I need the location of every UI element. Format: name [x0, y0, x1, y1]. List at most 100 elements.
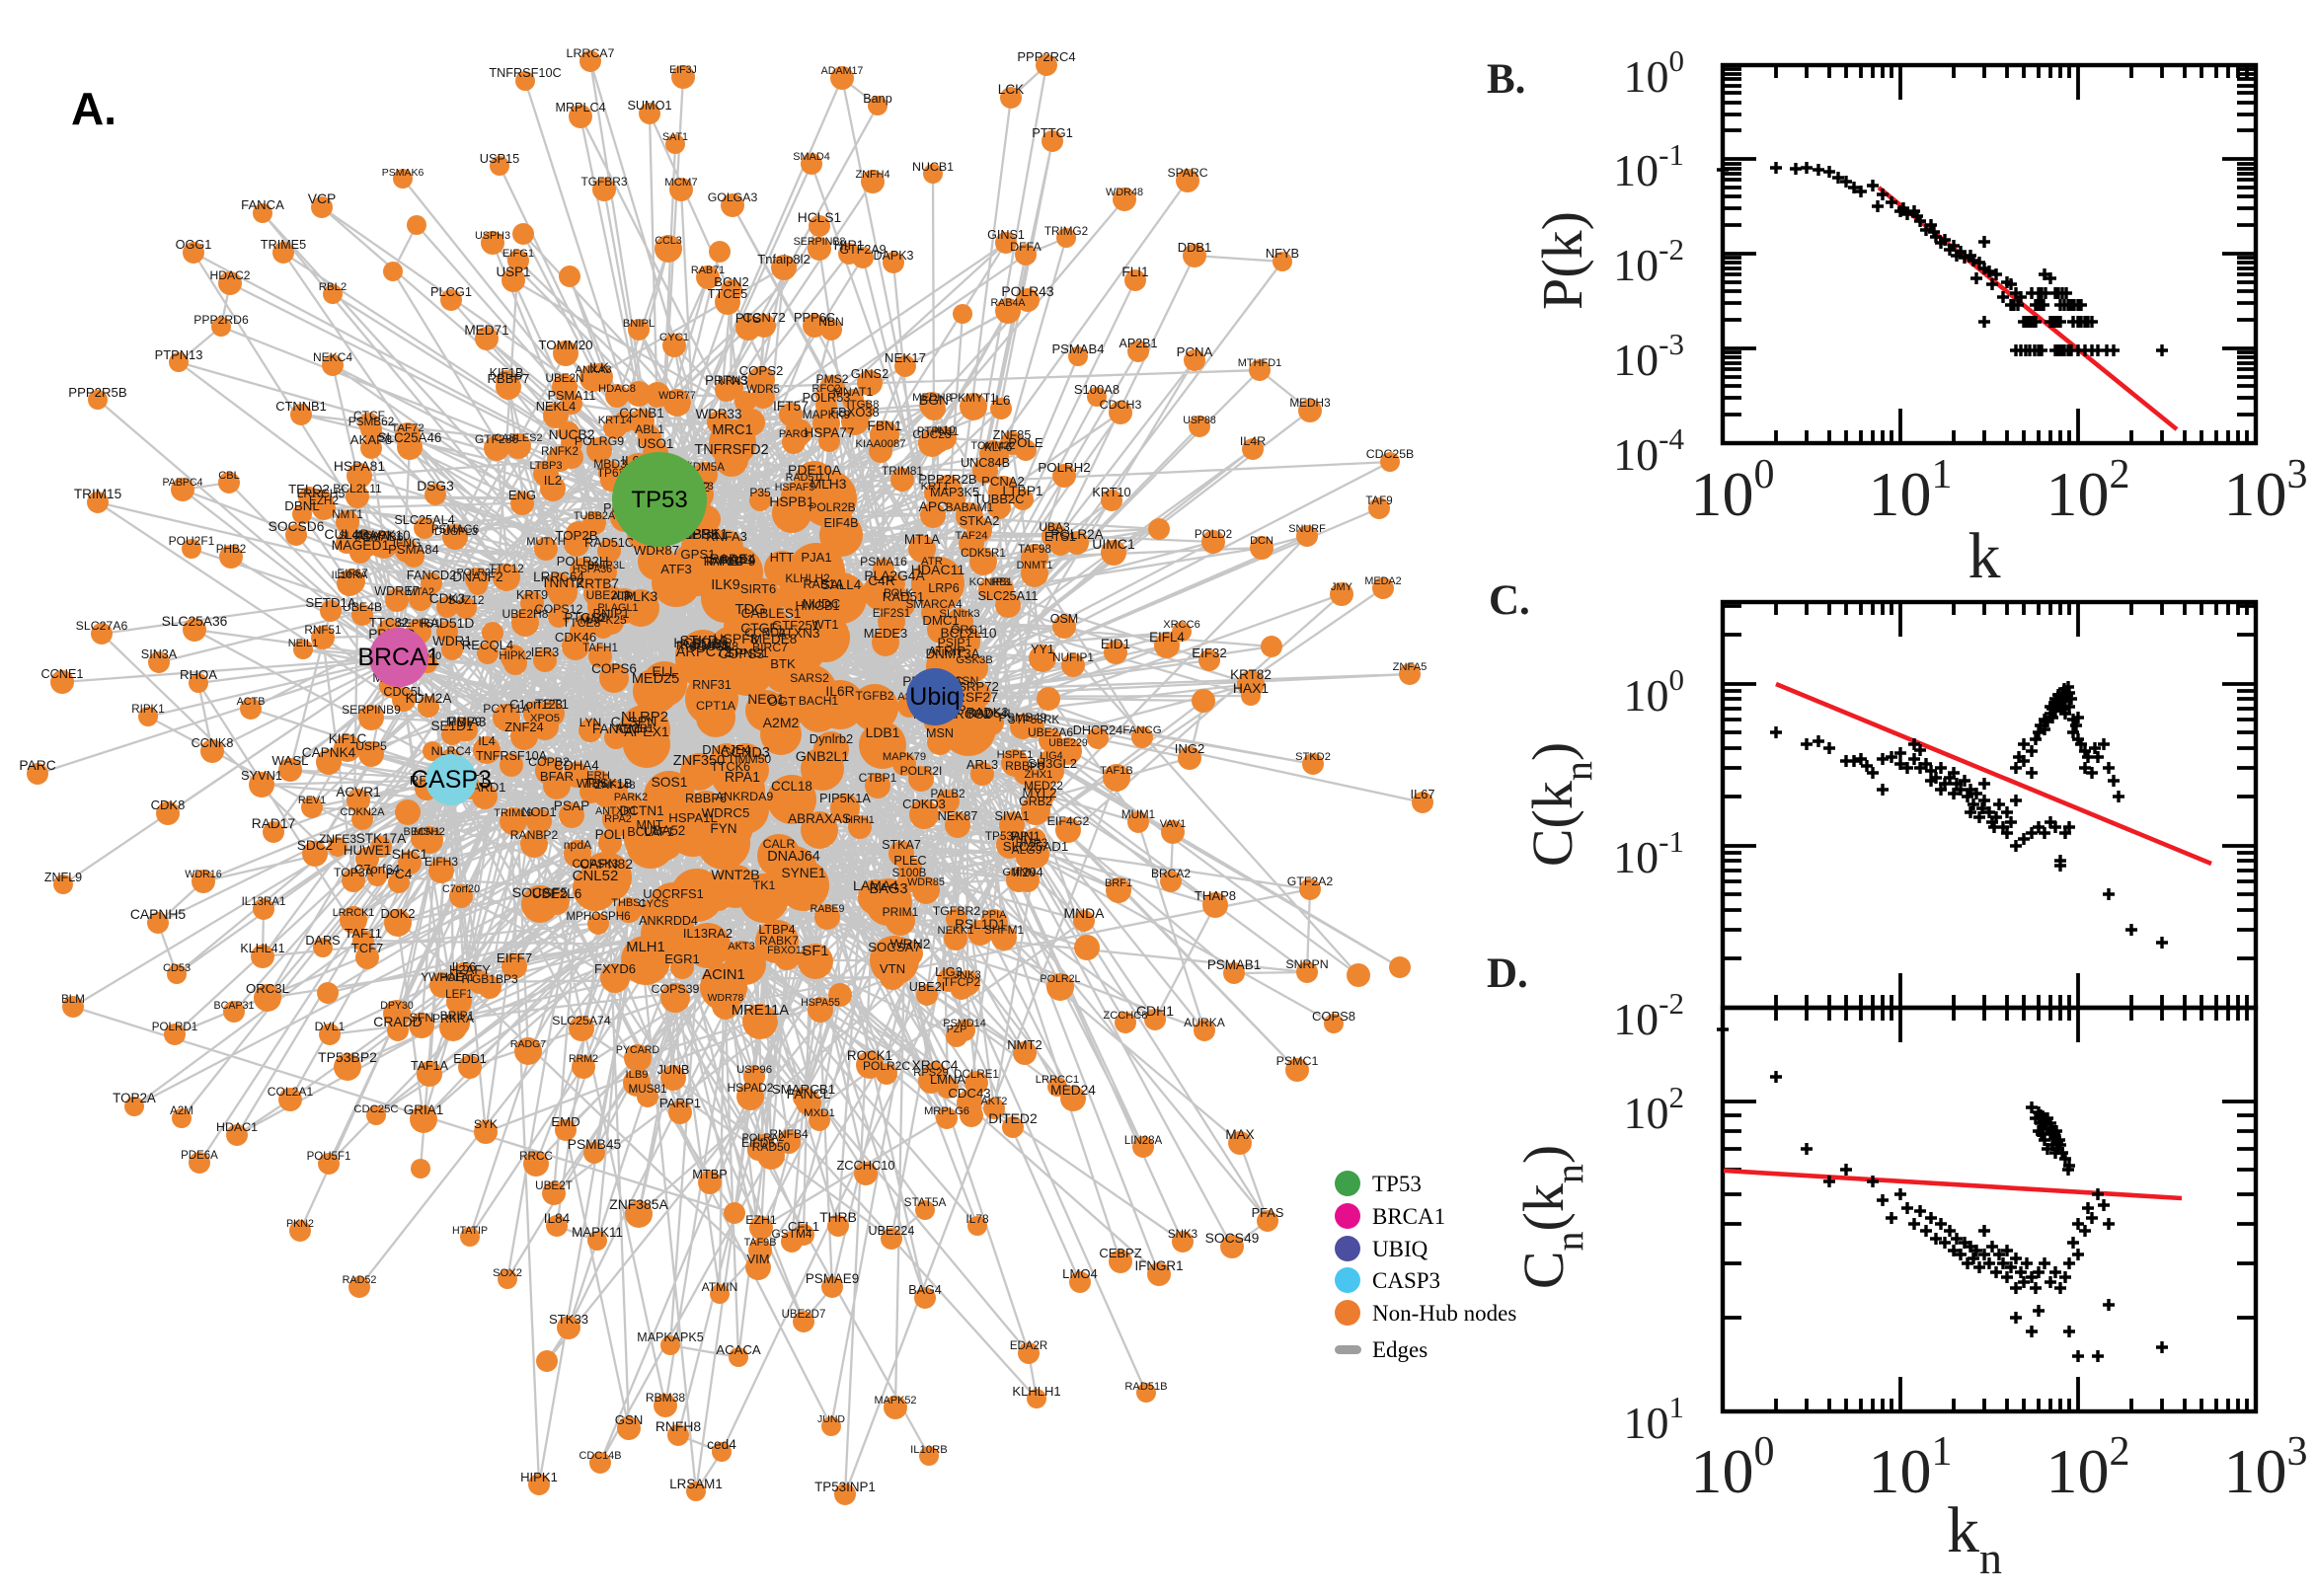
svg-text:ZNFA5: ZNFA5: [1393, 661, 1428, 673]
svg-text:RABK7: RABK7: [759, 934, 799, 948]
svg-text:HDAC8: HDAC8: [598, 383, 636, 395]
svg-text:AURKA: AURKA: [1184, 1016, 1226, 1029]
svg-text:k: k: [1969, 520, 2001, 592]
svg-text:PHB2: PHB2: [216, 543, 247, 556]
svg-text:SFN: SFN: [410, 1011, 434, 1025]
svg-text:PLA2G4A: PLA2G4A: [864, 569, 925, 583]
svg-text:SOS1: SOS1: [652, 775, 688, 790]
svg-text:RAD50: RAD50: [752, 1140, 791, 1154]
svg-text:POLRH2: POLRH2: [1038, 460, 1090, 475]
svg-text:BRIP1: BRIP1: [440, 1009, 475, 1023]
svg-text:P35: P35: [749, 486, 771, 499]
svg-text:ZNFL9: ZNFL9: [44, 871, 82, 884]
svg-text:RNF31: RNF31: [692, 678, 732, 692]
svg-text:KRT1: KRT1: [921, 481, 950, 493]
svg-text:SLC25A97: SLC25A97: [339, 530, 392, 542]
svg-text:DUSPL3: DUSPL3: [434, 526, 478, 538]
svg-text:GSK3B: GSK3B: [956, 654, 992, 666]
svg-text:MUTYH: MUTYH: [526, 536, 565, 548]
svg-text:MUS81: MUS81: [629, 1083, 667, 1096]
svg-text:CCNE1: CCNE1: [40, 667, 83, 681]
svg-text:SMARCB1: SMARCB1: [772, 1082, 835, 1097]
svg-text:S100A8: S100A8: [1074, 382, 1119, 397]
svg-text:ZNF385A: ZNF385A: [609, 1196, 668, 1212]
svg-text:HSPA81: HSPA81: [334, 458, 386, 474]
svg-text:SHFM1: SHFM1: [984, 923, 1025, 937]
svg-text:Non-Hub nodes: Non-Hub nodes: [1372, 1301, 1516, 1326]
svg-text:TTCE8: TTCE8: [563, 616, 601, 630]
svg-text:EIFL4: EIFL4: [1149, 630, 1185, 645]
svg-text:FANCD2: FANCD2: [407, 568, 457, 582]
svg-text:MYL2: MYL2: [1022, 786, 1056, 800]
svg-text:STKA7: STKA7: [882, 838, 921, 852]
svg-text:A.: A.: [71, 83, 116, 134]
svg-text:CDC25B: CDC25B: [1366, 447, 1415, 461]
svg-text:ETS1: ETS1: [1044, 529, 1076, 544]
svg-text:TAF1C: TAF1C: [704, 554, 744, 569]
svg-text:CASP3: CASP3: [1372, 1268, 1440, 1293]
svg-text:ATRIP: ATRIP: [928, 644, 965, 658]
svg-text:MLH1: MLH1: [626, 940, 664, 955]
svg-text:TGFBR2: TGFBR2: [933, 904, 981, 918]
svg-text:MLH3: MLH3: [811, 477, 847, 492]
svg-text:IL10RA: IL10RA: [332, 570, 368, 581]
svg-text:ANKRDA9: ANKRDA9: [716, 790, 774, 803]
svg-text:YY1: YY1: [1031, 643, 1054, 656]
svg-text:SLC25A74: SLC25A74: [552, 1014, 611, 1027]
svg-text:ZHX1: ZHX1: [1025, 769, 1053, 781]
svg-text:TAFH1: TAFH1: [582, 642, 618, 654]
svg-text:TNFRSFD2: TNFRSFD2: [694, 442, 768, 458]
svg-text:YWHAE: YWHAE: [421, 970, 464, 984]
svg-text:DVL1: DVL1: [315, 1020, 346, 1033]
svg-text:NEKL4: NEKL4: [536, 399, 577, 414]
svg-text:COL2A1: COL2A1: [268, 1085, 314, 1099]
svg-text:MTHFD1: MTHFD1: [1238, 357, 1282, 369]
svg-text:PKN2: PKN2: [286, 1218, 314, 1230]
svg-text:HSPA1L: HSPA1L: [668, 810, 718, 825]
svg-text:MED25: MED25: [632, 671, 679, 687]
svg-text:RSL1D1: RSL1D1: [955, 917, 1006, 932]
svg-text:THBS1: THBS1: [611, 897, 646, 909]
svg-text:USP1: USP1: [497, 265, 531, 279]
svg-text:PSMA11: PSMA11: [548, 389, 596, 403]
svg-text:CDK5R1: CDK5R1: [961, 547, 1006, 560]
svg-text:OSM: OSM: [1050, 612, 1078, 626]
svg-text:LDB1: LDB1: [866, 724, 900, 740]
svg-text:KRT9: KRT9: [516, 588, 548, 602]
svg-text:EIF3J: EIF3J: [669, 64, 697, 76]
svg-text:POLR53: POLR53: [803, 391, 851, 405]
svg-text:FANCA: FANCA: [241, 197, 284, 212]
svg-text:TSSK1B: TSSK1B: [583, 776, 632, 791]
svg-text:CNL52: CNL52: [573, 868, 619, 884]
svg-text:HSPB1: HSPB1: [769, 494, 813, 509]
svg-text:POLA1: POLA1: [439, 972, 474, 984]
svg-text:COPB2: COPB2: [528, 755, 570, 769]
svg-text:BACH1: BACH1: [799, 694, 839, 708]
svg-text:SLC27A6: SLC27A6: [76, 619, 128, 633]
svg-text:POLR2I: POLR2I: [900, 764, 943, 778]
svg-text:CTGF: CTGF: [740, 621, 778, 636]
svg-text:RRM2: RRM2: [569, 1053, 598, 1065]
svg-text:LMO4: LMO4: [1062, 1266, 1098, 1281]
svg-text:CDC25C: CDC25C: [353, 1103, 398, 1115]
svg-text:TRIM81: TRIM81: [882, 464, 923, 478]
svg-text:PTPN11: PTPN11: [917, 426, 960, 438]
svg-text:ZNFE3: ZNFE3: [319, 832, 356, 846]
svg-text:RADG7: RADG7: [510, 1038, 546, 1050]
svg-text:TOMM22: TOMM22: [970, 440, 1015, 452]
svg-text:BRF1: BRF1: [1105, 877, 1132, 889]
svg-text:WDR33: WDR33: [696, 407, 742, 421]
svg-text:JNK3: JNK3: [954, 969, 980, 981]
svg-text:USO1: USO1: [638, 436, 674, 451]
svg-text:CTCF: CTCF: [353, 409, 385, 422]
svg-text:ZCCHC8: ZCCHC8: [1104, 1010, 1148, 1022]
svg-text:CAPN82: CAPN82: [579, 856, 633, 872]
svg-text:UBE2N: UBE2N: [546, 372, 584, 385]
svg-text:RNFK2: RNFK2: [541, 446, 579, 458]
svg-text:LIN28A: LIN28A: [1124, 1135, 1163, 1147]
svg-text:SLC25A46: SLC25A46: [378, 430, 442, 445]
svg-text:HUWE1: HUWE1: [344, 843, 391, 858]
svg-text:RNF51: RNF51: [304, 623, 341, 637]
svg-text:COPS2: COPS2: [739, 363, 784, 378]
svg-text:FXYD6: FXYD6: [594, 961, 636, 976]
